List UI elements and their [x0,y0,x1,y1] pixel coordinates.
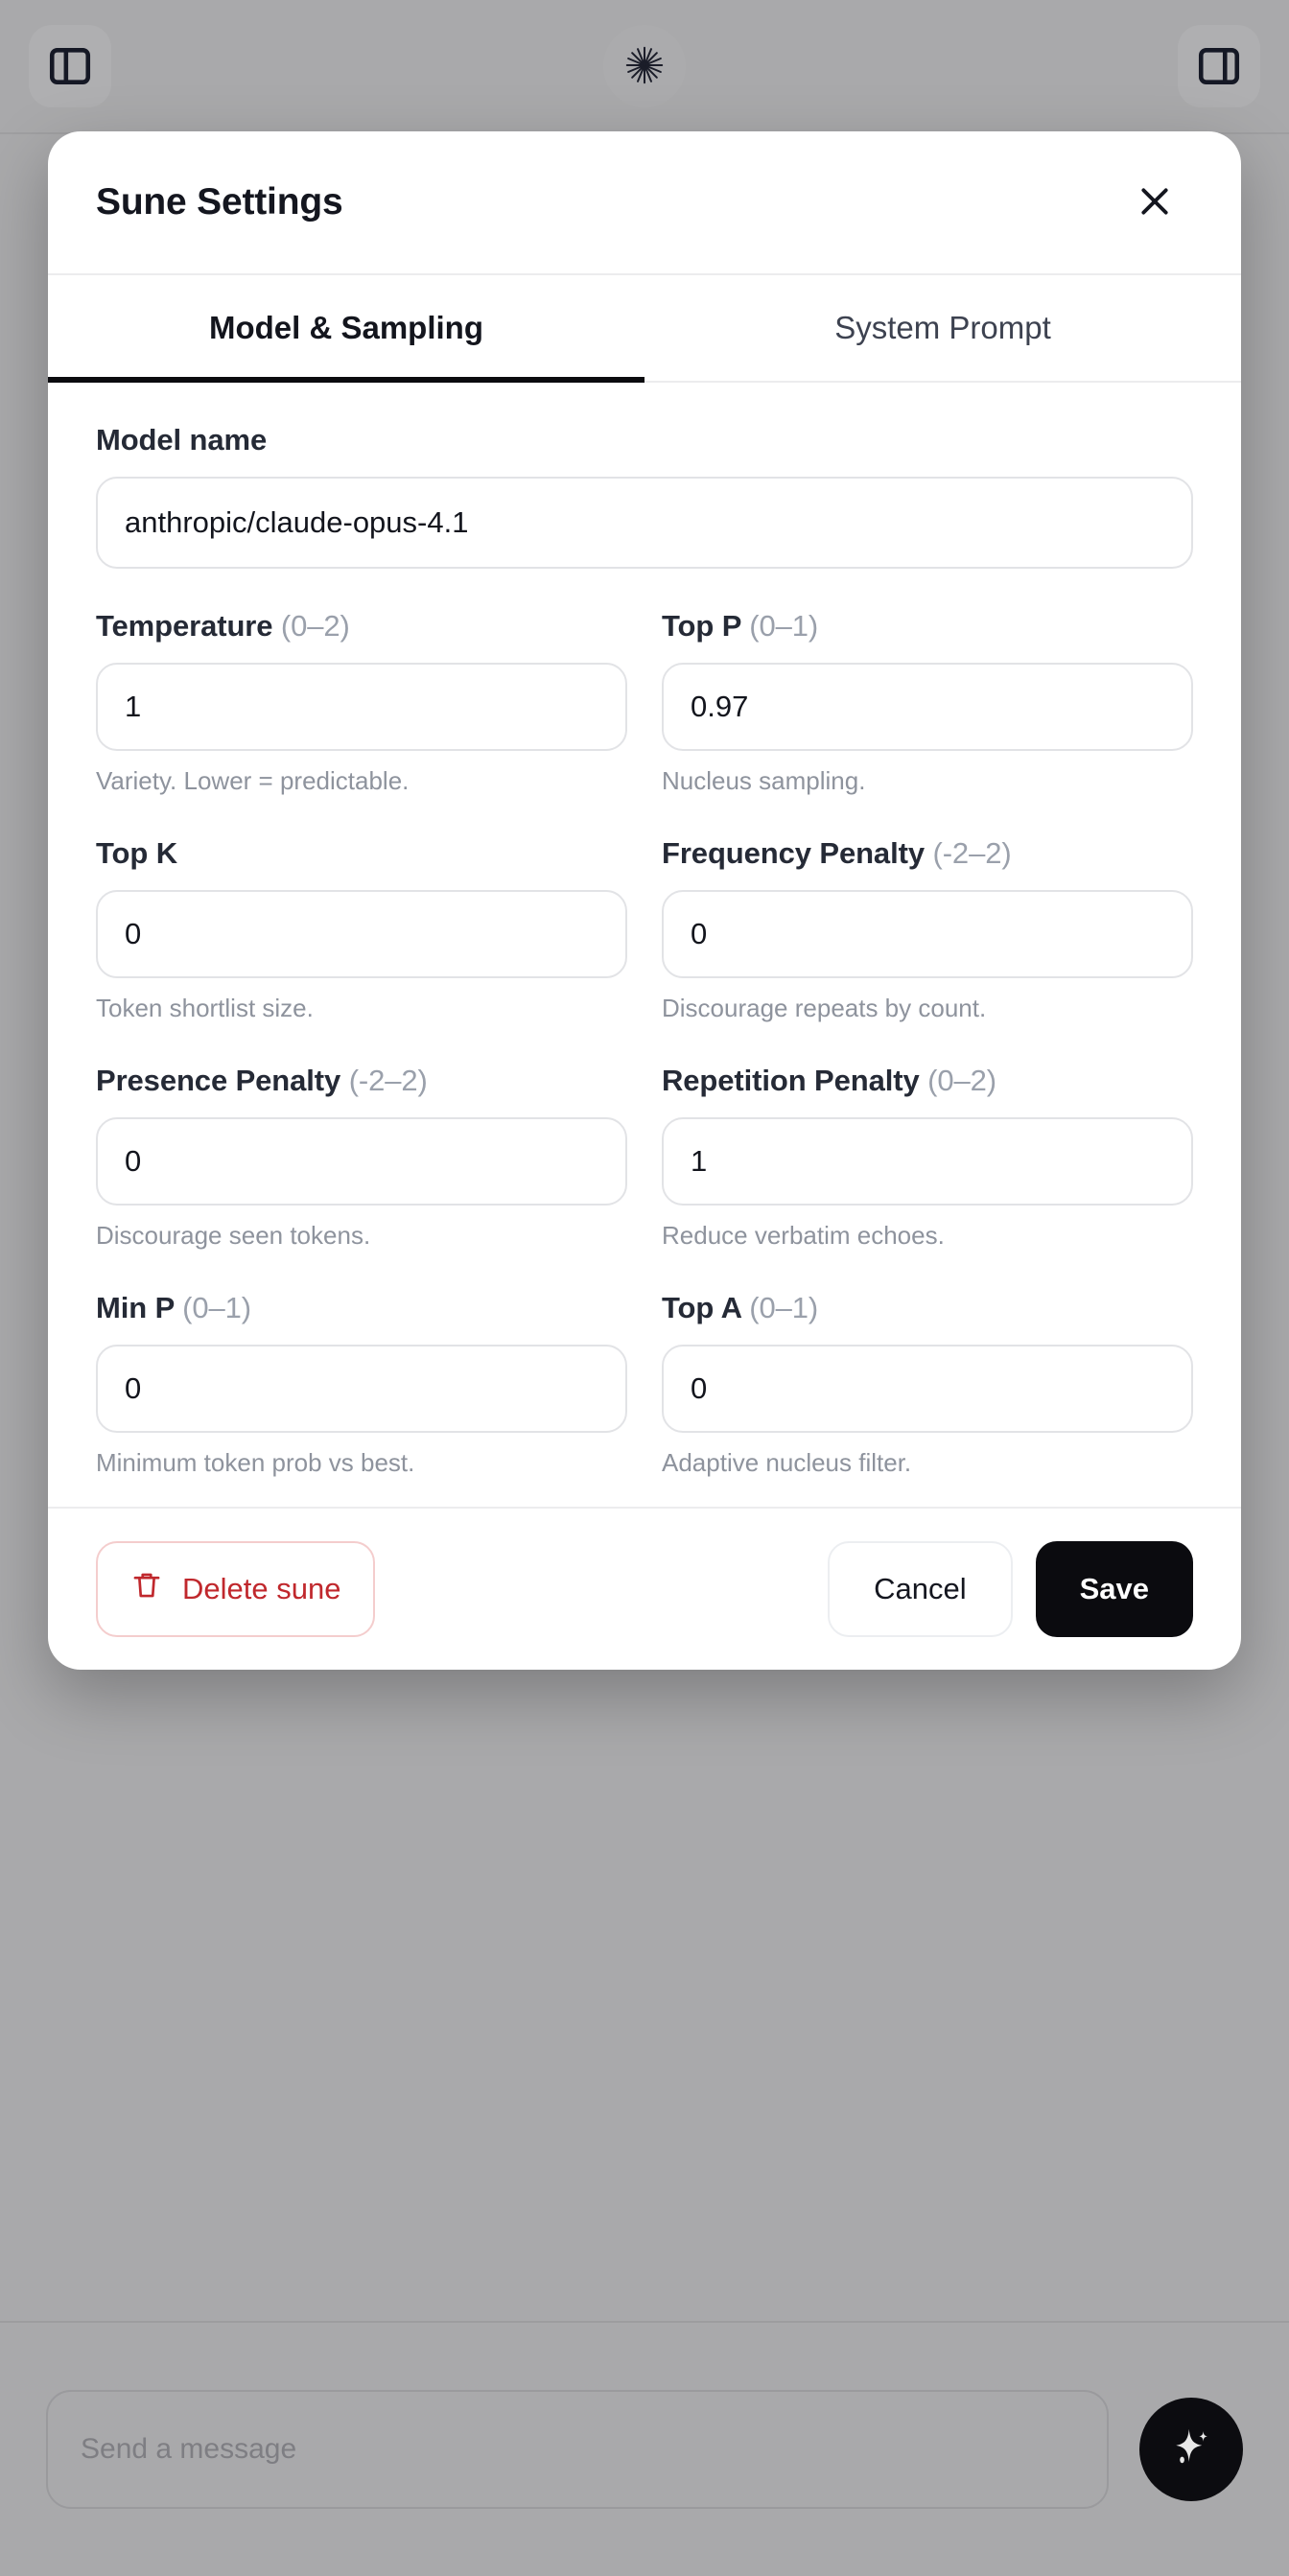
input-temperature[interactable] [96,663,627,751]
tab-model-and-sampling[interactable]: Model & Sampling [48,275,644,383]
helper-top-p: Nucleus sampling. [662,766,866,795]
message-input[interactable] [46,2390,1109,2509]
label-text: Top A [662,1291,741,1324]
helper-top-a: Adaptive nucleus filter. [662,1448,912,1477]
modal-title: Sune Settings [96,181,343,222]
composer-bar [0,2321,1289,2576]
save-button[interactable]: Save [1035,1541,1193,1637]
field-top-p: Top P (0–1) Nucleus sampling. [662,609,1193,796]
label-text: Min P [96,1291,175,1324]
field-label-top-k: Top K [96,836,627,871]
sune-settings-modal: Sune Settings Model & Sampling System Pr… [48,131,1241,1670]
model-name-input[interactable] [96,477,1193,569]
label-text: Presence Penalty [96,1064,341,1097]
sparkle-burst-icon [622,43,667,90]
field-label-temperature: Temperature (0–2) [96,609,627,644]
label-text: Top P [662,609,741,643]
model-name-label: Model name [96,423,268,457]
label-text: Top K [96,836,178,870]
label-range: (0–1) [749,609,819,643]
helper-frequency-penalty: Discourage repeats by count. [662,994,987,1022]
input-top-p[interactable] [662,663,1193,751]
modal-body: Model name Temperature (0–2) Variety. Lo… [48,383,1241,1509]
top-bar [0,0,1289,134]
close-button[interactable] [1120,168,1189,237]
helper-repetition-penalty: Reduce verbatim echoes. [662,1221,945,1250]
field-top-a: Top A (0–1) Adaptive nucleus filter. [662,1291,1193,1478]
input-top-k[interactable] [96,890,627,978]
footer-actions: Cancel Save [828,1541,1193,1637]
label-range: (0–1) [749,1291,819,1324]
settings-tabs: Model & Sampling System Prompt [48,275,1241,383]
sampling-parameters-grid: Temperature (0–2) Variety. Lower = predi… [96,569,1193,1478]
label-text: Frequency Penalty [662,836,925,870]
helper-temperature: Variety. Lower = predictable. [96,766,410,795]
field-label-presence-penalty: Presence Penalty (-2–2) [96,1064,627,1098]
field-frequency-penalty: Frequency Penalty (-2–2) Discourage repe… [662,836,1193,1023]
field-top-k: Top K Token shortlist size. [96,836,627,1023]
field-label-min-p: Min P (0–1) [96,1291,627,1325]
left-panel-toggle-button[interactable] [29,25,111,107]
helper-min-p: Minimum token prob vs best. [96,1448,415,1477]
field-label-top-a: Top A (0–1) [662,1291,1193,1325]
cancel-button[interactable]: Cancel [828,1541,1013,1637]
label-range: (0–2) [927,1064,997,1097]
send-message-button[interactable] [1139,2398,1243,2501]
trash-icon [130,1569,163,1609]
tab-system-prompt[interactable]: System Prompt [644,275,1241,381]
sune-burst-button[interactable] [603,25,686,107]
field-repetition-penalty: Repetition Penalty (0–2) Reduce verbatim… [662,1064,1193,1251]
input-repetition-penalty[interactable] [662,1117,1193,1206]
helper-presence-penalty: Discourage seen tokens. [96,1221,371,1250]
field-temperature: Temperature (0–2) Variety. Lower = predi… [96,609,627,796]
field-label-top-p: Top P (0–1) [662,609,1193,644]
input-top-a[interactable] [662,1345,1193,1433]
label-text: Repetition Penalty [662,1064,920,1097]
input-presence-penalty[interactable] [96,1117,627,1206]
field-label-frequency-penalty: Frequency Penalty (-2–2) [662,836,1193,871]
delete-sune-label: Delete sune [182,1572,341,1605]
field-label-repetition-penalty: Repetition Penalty (0–2) [662,1064,1193,1098]
right-panel-toggle-icon [1195,42,1243,90]
label-range: (-2–2) [348,1064,428,1097]
right-panel-toggle-button[interactable] [1178,25,1260,107]
field-min-p: Min P (0–1) Minimum token prob vs best. [96,1291,627,1478]
label-text: Temperature [96,609,273,643]
field-presence-penalty: Presence Penalty (-2–2) Discourage seen … [96,1064,627,1251]
input-min-p[interactable] [96,1345,627,1433]
label-range: (0–1) [182,1291,251,1324]
label-range: (-2–2) [932,836,1012,870]
left-panel-toggle-icon [46,42,94,90]
sparkle-send-icon [1165,2423,1217,2477]
label-range: (0–2) [280,609,350,643]
input-frequency-penalty[interactable] [662,890,1193,978]
modal-footer: Delete sune Cancel Save [48,1509,1241,1670]
close-icon [1136,182,1174,223]
delete-sune-button[interactable]: Delete sune [96,1541,376,1637]
modal-header: Sune Settings [48,131,1241,275]
helper-top-k: Token shortlist size. [96,994,314,1022]
model-name-field: Model name [96,423,1193,569]
